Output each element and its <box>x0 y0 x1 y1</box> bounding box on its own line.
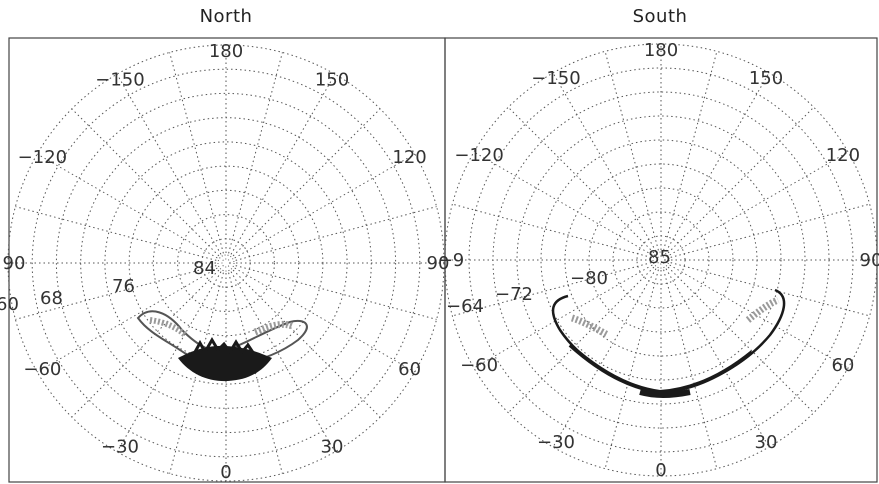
north-meridian-line <box>232 269 381 418</box>
north-meridian-line <box>232 108 381 257</box>
south-lon-label: 150 <box>749 68 783 89</box>
north-pole-marker <box>217 254 235 272</box>
north-lon-label: 180 <box>209 41 243 62</box>
south-meridian-line <box>604 51 659 251</box>
north-meridian-line <box>71 108 220 257</box>
south-lon-label: −60 <box>460 355 498 376</box>
north-meridian-line <box>36 267 218 373</box>
south-lat-circle <box>612 211 710 309</box>
north-meridian-line <box>15 206 217 261</box>
south-meridian-line <box>473 151 653 256</box>
south-aurora-oval <box>551 288 786 398</box>
north-pole-marker <box>221 258 231 268</box>
south-lat-circle <box>516 115 806 405</box>
north-meridian-line <box>234 267 416 373</box>
north-lon-label: 60 <box>398 359 421 380</box>
south-meridian-line <box>452 203 652 258</box>
north-lat-label-76: 76 <box>112 276 135 297</box>
north-lon-label: 150 <box>315 69 349 90</box>
north-panel-frame <box>8 37 446 483</box>
south-meridian-line <box>665 268 770 448</box>
south-lon-label: −9 <box>438 250 465 271</box>
south-lat-circle <box>588 187 734 333</box>
south-meridian-line <box>669 151 849 256</box>
north-meridian-line <box>36 153 218 259</box>
south-panel-title: South <box>632 6 688 27</box>
south-lat-label-64: −64 <box>446 296 484 317</box>
north-lon-label: −150 <box>95 69 144 90</box>
south-meridian-line <box>473 264 653 369</box>
south-meridian-line <box>667 266 815 414</box>
north-meridian-line <box>230 73 336 255</box>
north-meridian-line <box>116 73 222 255</box>
south-meridian-line <box>507 106 655 254</box>
south-meridian-line <box>670 203 870 258</box>
north-meridian-line <box>169 52 224 254</box>
north-lon-label: −120 <box>18 147 67 168</box>
south-lat-circle <box>444 43 878 477</box>
north-panel-title: North <box>199 6 253 27</box>
south-lon-label: 120 <box>826 145 860 166</box>
north-lat-circle <box>55 92 397 434</box>
south-pole-marker <box>656 255 666 265</box>
north-lat-label-68: 68 <box>40 288 63 309</box>
north-meridian-line <box>235 265 437 320</box>
south-lon-label: 180 <box>644 40 678 61</box>
north-meridian-line <box>71 269 220 418</box>
south-polar-grid <box>444 43 878 477</box>
south-meridian-line <box>552 268 657 448</box>
north-lat-circle <box>104 141 348 385</box>
south-lon-label: 0 <box>655 460 666 481</box>
south-meridian-line <box>604 269 659 469</box>
south-lat-label-80: −80 <box>570 268 608 289</box>
north-meridian-line <box>116 271 222 453</box>
south-meridian-line <box>452 262 652 317</box>
north-meridian-line <box>234 153 416 259</box>
south-pole-marker <box>652 251 670 269</box>
south-lat-circle <box>540 139 782 381</box>
north-meridian-line <box>235 206 437 261</box>
south-meridian-line <box>507 266 655 414</box>
south-meridian-line <box>665 72 770 252</box>
south-meridian-line <box>667 106 815 254</box>
north-labels: 84 76 68 60 180 −150 150 −120 120 90 90 −60 60 −3… <box>0 41 449 483</box>
south-meridian-line <box>663 269 718 469</box>
south-meridian-line <box>669 264 849 369</box>
north-lat-circle <box>31 68 421 458</box>
north-meridian-line <box>230 271 336 453</box>
north-lon-label: 90 <box>3 253 26 274</box>
north-lat-label-60: 60 <box>0 294 19 315</box>
south-lon-label: −150 <box>531 68 580 89</box>
north-lon-label: 30 <box>321 437 344 458</box>
north-lon-label: −30 <box>101 437 139 458</box>
south-meridian-line <box>663 51 718 251</box>
south-lon-label: 30 <box>755 432 778 453</box>
south-lat-circle <box>468 67 854 453</box>
south-meridian-line <box>670 262 870 317</box>
north-lat-label-84: 84 <box>193 258 216 279</box>
north-polar-grid <box>7 44 445 482</box>
south-lon-label: −120 <box>454 145 503 166</box>
south-lon-label: −30 <box>537 432 575 453</box>
south-lon-label: 60 <box>831 355 854 376</box>
north-lon-label: −60 <box>23 359 61 380</box>
north-lon-label: 90 <box>427 253 450 274</box>
south-lon-label: 90 <box>860 250 879 271</box>
north-lon-label: 120 <box>392 147 426 168</box>
south-lat-label-72: −72 <box>495 284 533 305</box>
south-meridian-line <box>552 72 657 252</box>
north-aurora-oval <box>136 310 308 382</box>
north-lon-label: 0 <box>220 462 231 483</box>
south-lat-label-85: 85 <box>648 247 671 268</box>
south-labels: 85 −80 −72 −64 180 150 −150 120 −120 90 −9 60 −6… <box>438 40 879 481</box>
north-lat-circle <box>152 189 300 337</box>
north-meridian-line <box>228 52 283 254</box>
north-meridian-line <box>15 265 217 320</box>
